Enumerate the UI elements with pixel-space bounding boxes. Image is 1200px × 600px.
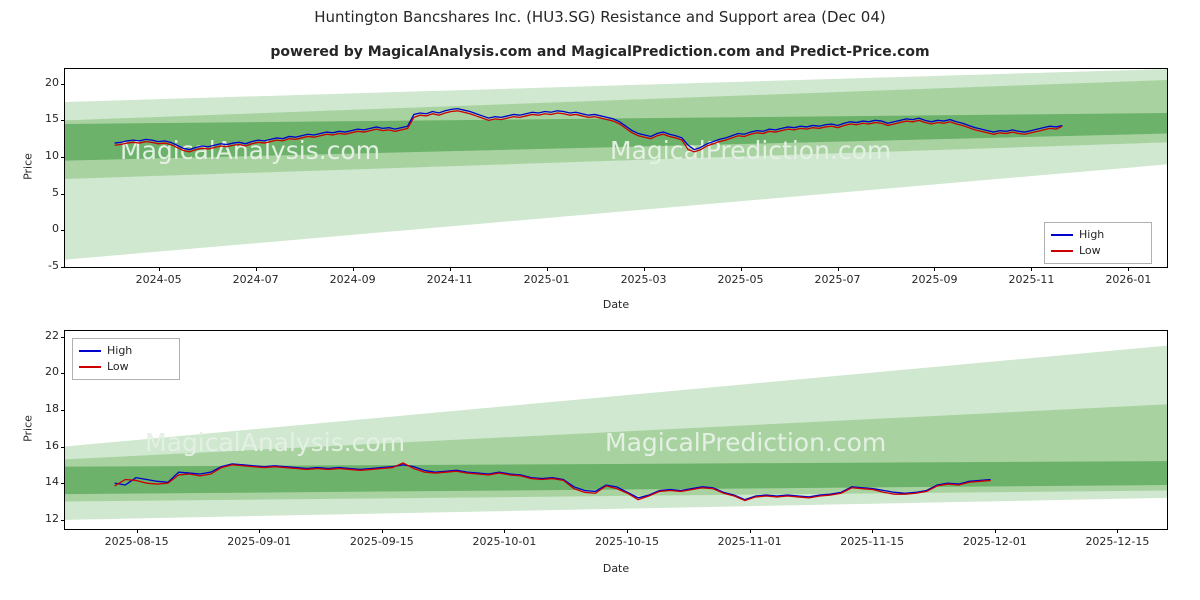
overview-legend: High Low <box>1044 222 1152 264</box>
series-line-high <box>114 463 991 501</box>
x-tick-mark <box>934 267 936 271</box>
page-subtitle: powered by MagicalAnalysis.com and Magic… <box>270 44 930 60</box>
x-tick-label: 2026-01 <box>1105 273 1152 286</box>
y-tick-label: 15 <box>45 112 59 126</box>
x-tick-label: 2025-10-01 <box>472 535 537 548</box>
x-tick-mark <box>1031 267 1033 271</box>
band-area <box>65 461 1167 495</box>
x-tick-mark <box>255 267 257 271</box>
overview-plot-area: MagicalAnalysis.com MagicalPrediction.com <box>65 69 1167 267</box>
y-tick-mark <box>61 519 65 521</box>
x-tick-mark <box>749 529 751 533</box>
detail-chart-svg: MagicalAnalysis.com MagicalPrediction.com <box>65 345 1167 520</box>
y-tick-label: 12 <box>45 511 59 525</box>
y-tick-label: -5 <box>48 259 59 272</box>
x-tick-mark <box>504 529 506 533</box>
x-tick-label: 2025-09-15 <box>349 535 414 548</box>
legend-item-low: Low <box>79 359 171 375</box>
series-line-high <box>114 107 1063 151</box>
detail-plot-area: MagicalAnalysis.com MagicalPrediction.com <box>65 331 1167 529</box>
y-tick-label: 16 <box>45 438 59 452</box>
y-tick-label: 20 <box>45 75 59 89</box>
x-tick-label: 2024-11 <box>426 273 473 286</box>
x-tick-label: 2025-09-01 <box>227 535 292 548</box>
watermark-text: MagicalPrediction.com <box>610 136 891 165</box>
x-tick-label: 2025-12-01 <box>962 535 1027 548</box>
detail-legend: High Low <box>72 338 180 380</box>
x-tick-mark <box>740 267 742 271</box>
x-tick-label: 2025-08-15 <box>104 535 169 548</box>
x-tick-label: 2025-07 <box>814 273 861 286</box>
legend-item-high: High <box>1051 227 1143 243</box>
x-tick-label: 2025-11-01 <box>717 535 782 548</box>
page-title: Huntington Bancshares Inc. (HU3.SG) Resi… <box>314 8 886 26</box>
overview-chart-panel: MagicalAnalysis.com MagicalPrediction.com <box>64 68 1168 268</box>
x-tick-mark <box>994 529 996 533</box>
y-tick-mark <box>61 483 65 485</box>
x-tick-mark <box>136 529 138 533</box>
x-tick-mark <box>158 267 160 271</box>
x-tick-mark <box>1128 267 1130 271</box>
y-tick-mark <box>61 157 65 158</box>
y-tick-label: 5 <box>52 185 59 199</box>
y-tick-mark <box>61 230 65 232</box>
legend-label: Low <box>1079 244 1101 257</box>
legend-label: Low <box>107 360 129 373</box>
x-tick-mark <box>643 267 645 271</box>
y-tick-label: 14 <box>45 475 59 489</box>
y-tick-mark <box>61 83 65 85</box>
x-tick-label: 2024-09 <box>329 273 376 286</box>
detail-x-axis-label: Date <box>602 562 630 575</box>
y-tick-mark <box>61 267 65 268</box>
watermark-text: MagicalAnalysis.com <box>120 136 380 165</box>
legend-swatch-low <box>79 366 101 368</box>
series-line-low <box>114 110 1063 153</box>
x-tick-mark <box>837 267 839 271</box>
overview-chart-svg: MagicalAnalysis.com MagicalPrediction.com <box>65 69 1167 260</box>
x-tick-mark <box>449 267 451 271</box>
x-tick-label: 2025-01 <box>523 273 570 286</box>
legend-label: High <box>1079 228 1105 241</box>
x-tick-mark <box>352 267 354 271</box>
overview-x-axis-label: Date <box>602 298 630 311</box>
y-tick-mark <box>61 409 65 411</box>
x-tick-mark <box>546 267 548 271</box>
x-tick-label: 2025-11-15 <box>840 535 905 548</box>
legend-swatch-high <box>79 350 101 352</box>
y-tick-mark <box>61 373 65 375</box>
legend-item-low: Low <box>1051 243 1143 259</box>
legend-swatch-high <box>1051 234 1073 236</box>
x-tick-label: 2025-10-15 <box>595 535 659 548</box>
detail-chart-panel: MagicalAnalysis.com MagicalPrediction.com <box>64 330 1168 530</box>
x-tick-label: 2025-12-15 <box>1085 535 1150 548</box>
y-tick-label: 18 <box>45 401 59 415</box>
y-tick-mark <box>61 120 65 122</box>
x-tick-label: 2025-09 <box>911 273 958 286</box>
y-tick-label: 20 <box>45 365 59 379</box>
y-tick-label: 22 <box>45 328 59 342</box>
legend-swatch-low <box>1051 250 1073 252</box>
watermark-text: MagicalAnalysis.com <box>145 428 405 457</box>
x-tick-label: 2024-07 <box>232 273 279 286</box>
y-tick-mark <box>61 336 65 338</box>
x-tick-label: 2025-05 <box>717 273 764 286</box>
x-tick-mark <box>1117 529 1119 533</box>
watermark-text: MagicalPrediction.com <box>605 428 886 457</box>
series-line-low <box>114 462 991 502</box>
legend-item-high: High <box>79 343 171 359</box>
x-tick-label: 2025-03 <box>620 273 667 286</box>
y-tick-label: 10 <box>45 149 59 162</box>
x-tick-mark <box>259 529 261 533</box>
x-tick-label: 2025-11 <box>1008 273 1055 286</box>
x-tick-mark <box>872 529 874 533</box>
y-tick-mark <box>61 193 65 195</box>
legend-label: High <box>107 344 133 357</box>
y-tick-label: 0 <box>52 222 59 236</box>
x-tick-label: 2024-05 <box>135 273 182 286</box>
y-tick-mark <box>61 446 65 448</box>
x-tick-mark <box>627 529 629 533</box>
x-tick-mark <box>381 529 383 533</box>
